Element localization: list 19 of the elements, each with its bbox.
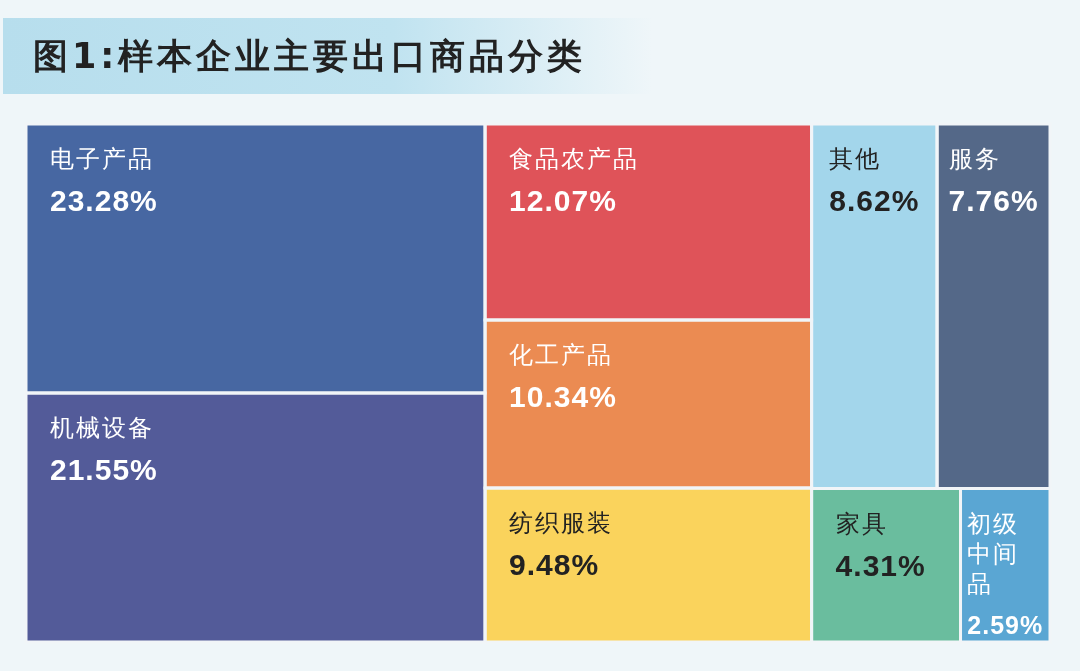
category-label: 家具 — [835, 509, 888, 538]
data-label: 23.28% — [50, 184, 158, 218]
data-label: 12.07% — [509, 184, 617, 218]
category-label: 初级中间品 — [967, 509, 1020, 598]
data-label: 10.34% — [509, 380, 617, 414]
data-label: 9.48% — [509, 548, 600, 582]
category-label: 化工产品 — [509, 341, 614, 370]
data-label: 2.59% — [967, 611, 1044, 640]
category-label: 电子产品 — [50, 145, 154, 174]
data-label: 4.31% — [835, 548, 926, 582]
text: 图1:样本企业主要出口商品分类 — [3, 18, 653, 94]
data-label: 8.62% — [829, 184, 920, 218]
category-label: 纺织服装 — [509, 509, 614, 538]
data-label: 7.76% — [948, 184, 1039, 218]
category-label: 其他 — [829, 145, 882, 174]
data-label: 21.55% — [50, 453, 158, 487]
category-label: 机械设备 — [50, 414, 154, 443]
category-label: 服务 — [948, 145, 1001, 174]
category-label: 食品农产品 — [509, 145, 640, 174]
